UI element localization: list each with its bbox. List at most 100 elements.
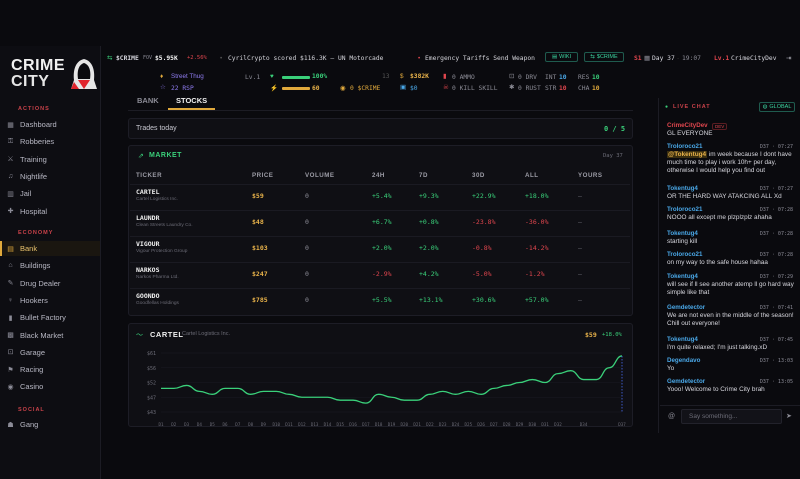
stock-24h: -2.9% [372,270,392,278]
logout-icon[interactable]: ⇥ [786,55,792,62]
chat-input[interactable]: Say something... [681,409,782,424]
drug-dealer-icon: ✎ [7,280,14,288]
game-clock: 19:07 [682,55,701,62]
season-label: S1 [634,55,642,62]
chart-x-tick: D8 [248,422,254,427]
market-header-7d[interactable]: 7D [419,172,428,179]
sidebar-item-robberies[interactable]: ⚿ Robberies [0,134,100,149]
sidebar-item-hospital[interactable]: ✚ Hospital [0,204,100,219]
int-value: 10 [559,74,567,81]
stock-price: $247 [252,270,268,278]
sidebar-item-label: Nightlife [20,171,48,181]
stock-ticker: NARKOS [136,266,160,274]
stock-all: -1.2% [525,270,545,278]
chat-mention[interactable]: @Tokentug4 [667,151,708,158]
market-header-volume[interactable]: VOLUME [305,172,335,179]
chat-username[interactable]: Gemdetector [667,304,706,311]
chart-subtitle: Cartel Logistics Inc. [182,331,230,337]
market-row[interactable] [130,236,630,262]
market-header-ticker[interactable]: TICKER [136,172,163,179]
skull-icon: ☠ [443,84,449,91]
player-rank: Street Thug [171,73,204,80]
sidebar-item-dashboard[interactable]: ▦ Dashboard [0,117,100,132]
crime-token-button[interactable]: ⇆ $CRIME [584,52,624,62]
sidebar-item-gang[interactable]: ☗ Gang [0,417,100,432]
chat-username[interactable]: Gemdetector [667,378,706,385]
chat-username[interactable]: Tokentug4 [667,185,698,192]
market-header-30d[interactable]: 30D [472,172,485,179]
stock-30d: +30.6% [472,296,496,304]
chat-channel-button[interactable]: ◍ GLOBAL [759,102,795,112]
energy-icon: ⚡ [270,85,278,92]
sidebar-item-nightlife[interactable]: ♫ Nightlife [0,169,100,184]
sidebar-item-racing[interactable]: ⚑ Racing [0,362,100,377]
calendar-icon: ▦ [644,55,650,62]
sidebar-item-casino[interactable]: ◉ Casino [0,379,100,394]
chat-message-text: will see if ll see another atemp ll go h… [667,281,794,297]
stock-price: $48 [252,218,264,226]
chat-username[interactable]: Tokentug4 [667,273,698,280]
tab-bank[interactable]: BANK [137,96,159,105]
garage-icon: ⊡ [7,349,14,357]
market-header-24h[interactable]: 24H [372,172,385,179]
tab-divider [128,110,633,111]
logo[interactable]: CRIME CITY [8,54,100,94]
sidebar-item-drug-dealer[interactable]: ✎ Drug Dealer [0,276,100,291]
chat-username[interactable]: Troloroco21 [667,251,703,258]
market-header-yours[interactable]: YOURS [578,172,603,179]
logo-line2: CITY [11,73,50,90]
stock-30d: -0.8% [472,244,492,252]
live-dot-icon: ● [665,104,669,110]
stock-ticker: CARTEL [136,188,160,196]
market-header-price[interactable]: PRICE [252,172,274,179]
ticker-news-2: Emergency Tariffs Send Weapon [425,55,535,62]
chat-message-text: @Tokentug4 im week because I dont have m… [667,151,792,175]
sidebar-item-label: Racing [20,365,44,375]
chat-username[interactable]: Tokentug4 [667,230,698,237]
sidebar-item-hookers[interactable]: ♀ Hookers [0,293,100,308]
mention-icon[interactable]: @ [668,413,676,420]
stock-all: -36.0% [525,218,549,226]
sidebar-item-garage[interactable]: ⊡ Garage [0,345,100,360]
car-icon: ⊡ [509,73,515,80]
sidebar-item-bank[interactable]: ▤ Bank [0,241,100,256]
sidebar-item-buildings[interactable]: ⌂ Buildings [0,258,100,273]
sidebar-item-label: Bullet Factory [20,313,66,323]
chat-username[interactable]: Tokentug4 [667,336,698,343]
market-row[interactable] [130,262,630,288]
chart-x-tick: D34 [580,422,588,427]
bank-icon: ▣ [400,84,406,91]
send-icon[interactable]: ➤ [786,413,792,420]
ticker-crime-value: $5.95K [155,55,178,62]
chat-username[interactable]: CrimeCityDev [667,122,708,129]
username[interactable]: CrimeCityDev [731,55,777,62]
sidebar-item-jail[interactable]: ▥ Jail [0,186,100,201]
chart-x-tick: D17 [362,422,370,427]
chart-x-tick: D25 [465,422,473,427]
market-row[interactable] [130,184,630,210]
stock-yours: — [578,244,582,252]
trades-today-card [128,118,633,139]
sidebar-item-bullet-factory[interactable]: ▮ Bullet Factory [0,310,100,325]
chat-message-text: We are not even in the middle of the sea… [667,312,794,328]
chat-username[interactable]: Troloroco21 [667,206,703,213]
chart-y-tick: $56 [147,366,156,372]
sidebar-item-black-market[interactable]: ▩ Black Market [0,328,100,343]
chat-username[interactable]: Degendavo [667,357,701,364]
market-row[interactable] [130,210,630,236]
sidebar-item-training[interactable]: ⚔ Training [0,152,100,167]
sidebar-item-label: Hospital [20,206,48,216]
market-row[interactable] [130,288,630,314]
str-value: 10 [559,85,567,92]
chart-x-tick: D7 [235,422,241,427]
chat-timestamp: D37 · 07:27 [759,144,793,150]
market-header-all[interactable]: ALL [525,172,539,179]
wiki-button[interactable]: ▤ WIKI [545,52,578,62]
tab-stocks[interactable]: STOCKS [176,96,208,105]
stock-name: Cartel Logistics Inc. [136,197,178,202]
chat-username[interactable]: Troloroco21 [667,143,703,150]
chart-x-tick: D31 [541,422,549,427]
chart-x-tick: D29 [516,422,524,427]
chat-timestamp: D37 · 07:45 [759,337,793,343]
chat-input-placeholder: Say something... [689,413,738,420]
